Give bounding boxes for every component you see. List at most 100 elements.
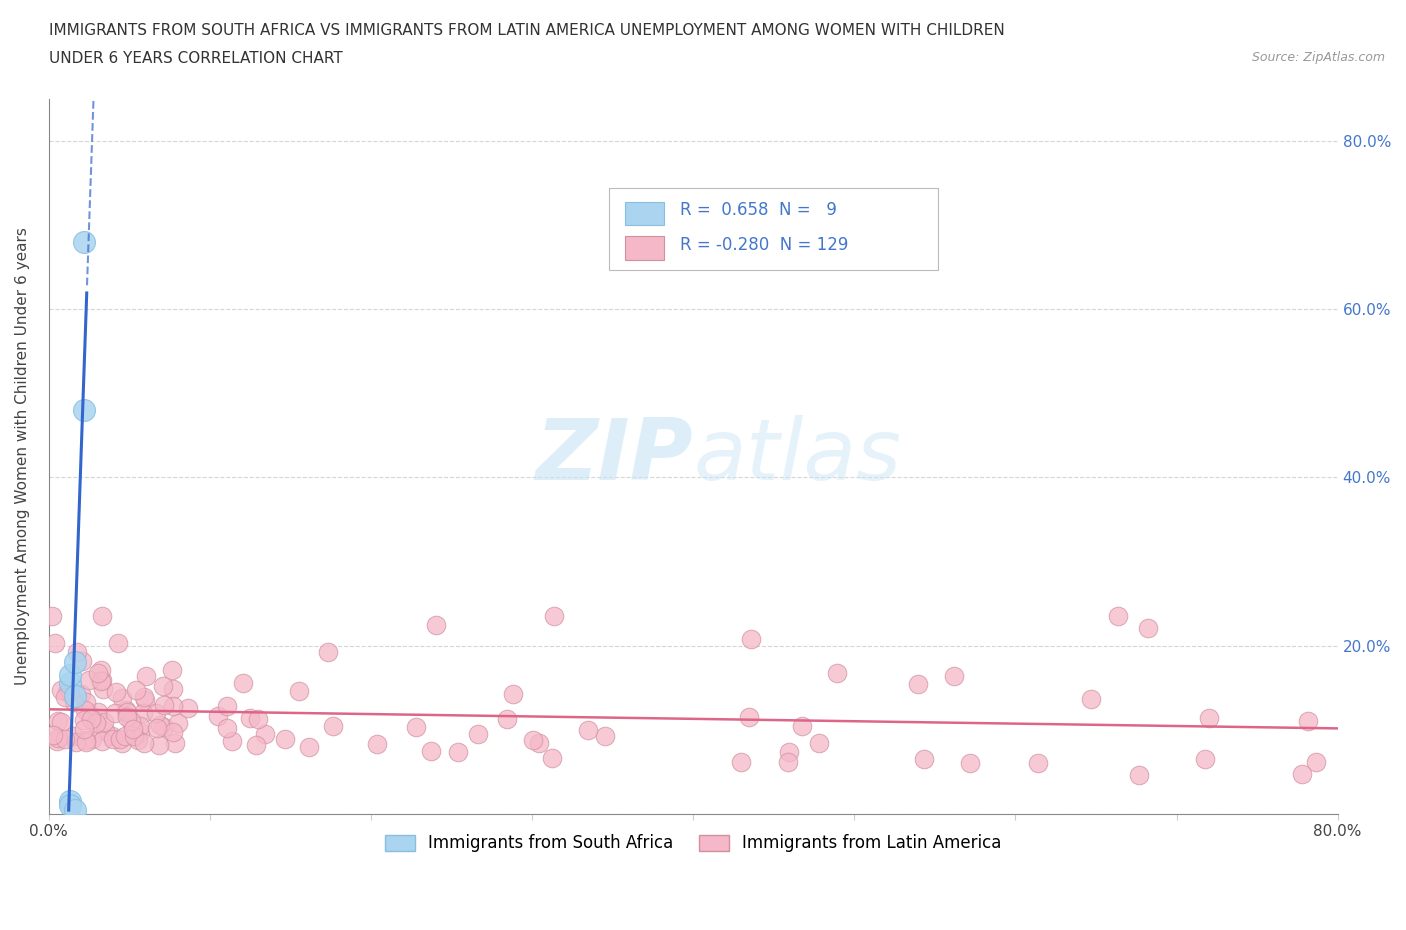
- Point: [502, 687, 524, 702]
- Point: [90, 608, 112, 623]
- Point: [59, 794, 82, 809]
- Point: [91, 682, 114, 697]
- Point: [93, 715, 115, 730]
- Point: [90, 662, 112, 677]
- Point: [215, 721, 238, 736]
- Point: [907, 677, 929, 692]
- Point: [129, 719, 152, 734]
- Point: [87, 666, 110, 681]
- Point: [1305, 754, 1327, 769]
- Point: [425, 618, 447, 632]
- Point: [73, 712, 96, 727]
- Point: [111, 736, 134, 751]
- Point: [576, 723, 599, 737]
- Point: [778, 744, 800, 759]
- Point: [912, 751, 935, 766]
- Point: [73, 234, 96, 249]
- Point: [254, 726, 277, 741]
- Point: [72, 653, 94, 668]
- Point: [776, 754, 799, 769]
- Point: [132, 706, 155, 721]
- Point: [167, 716, 190, 731]
- Point: [135, 669, 157, 684]
- Point: [177, 701, 200, 716]
- Text: ZIP: ZIP: [536, 415, 693, 498]
- Point: [48, 730, 70, 745]
- Text: UNDER 6 YEARS CORRELATION CHART: UNDER 6 YEARS CORRELATION CHART: [49, 51, 343, 66]
- Point: [593, 729, 616, 744]
- Point: [73, 722, 96, 737]
- Point: [59, 684, 82, 698]
- Point: [132, 690, 155, 705]
- Point: [146, 720, 169, 735]
- Point: [59, 676, 82, 691]
- Point: [1137, 620, 1160, 635]
- Point: [152, 698, 174, 712]
- Point: [103, 705, 125, 720]
- Text: Source: ZipAtlas.com: Source: ZipAtlas.com: [1251, 51, 1385, 64]
- Point: [51, 714, 73, 729]
- Point: [148, 738, 170, 753]
- Point: [162, 682, 184, 697]
- Point: [73, 703, 96, 718]
- Point: [527, 736, 550, 751]
- Point: [540, 751, 562, 765]
- Point: [101, 732, 124, 747]
- Point: [58, 683, 80, 698]
- Point: [93, 724, 115, 738]
- Point: [288, 684, 311, 698]
- Point: [162, 724, 184, 739]
- Point: [114, 729, 136, 744]
- Point: [107, 635, 129, 650]
- Point: [447, 745, 470, 760]
- Point: [127, 733, 149, 748]
- Point: [298, 739, 321, 754]
- Point: [53, 690, 76, 705]
- Point: [59, 798, 82, 813]
- FancyBboxPatch shape: [609, 188, 938, 271]
- Point: [217, 698, 239, 713]
- Point: [42, 727, 65, 742]
- Point: [75, 733, 97, 748]
- Point: [496, 712, 519, 727]
- Point: [274, 732, 297, 747]
- Point: [79, 673, 101, 688]
- Point: [730, 755, 752, 770]
- Point: [825, 665, 848, 680]
- Point: [1028, 756, 1050, 771]
- Point: [405, 720, 427, 735]
- Point: [63, 803, 86, 817]
- Point: [59, 668, 82, 683]
- Point: [543, 608, 565, 623]
- Point: [46, 713, 69, 728]
- Point: [122, 729, 145, 744]
- Y-axis label: Unemployment Among Women with Children Under 6 years: Unemployment Among Women with Children U…: [15, 227, 30, 685]
- Point: [129, 725, 152, 740]
- Point: [49, 683, 72, 698]
- Point: [153, 720, 176, 735]
- Point: [55, 731, 77, 746]
- Point: [121, 722, 143, 737]
- Point: [316, 644, 339, 659]
- Point: [134, 736, 156, 751]
- Point: [1194, 751, 1216, 766]
- Point: [322, 719, 344, 734]
- Point: [125, 682, 148, 697]
- Point: [86, 715, 108, 730]
- Point: [149, 717, 172, 732]
- Point: [959, 756, 981, 771]
- Point: [62, 695, 84, 710]
- Point: [65, 735, 87, 750]
- Point: [792, 719, 814, 734]
- Point: [1128, 767, 1150, 782]
- Point: [366, 737, 388, 751]
- Point: [79, 706, 101, 721]
- Point: [115, 702, 138, 717]
- Point: [108, 732, 131, 747]
- Point: [152, 679, 174, 694]
- Point: [75, 695, 97, 710]
- Point: [90, 674, 112, 689]
- Point: [117, 705, 139, 720]
- Point: [1296, 713, 1319, 728]
- Point: [111, 690, 134, 705]
